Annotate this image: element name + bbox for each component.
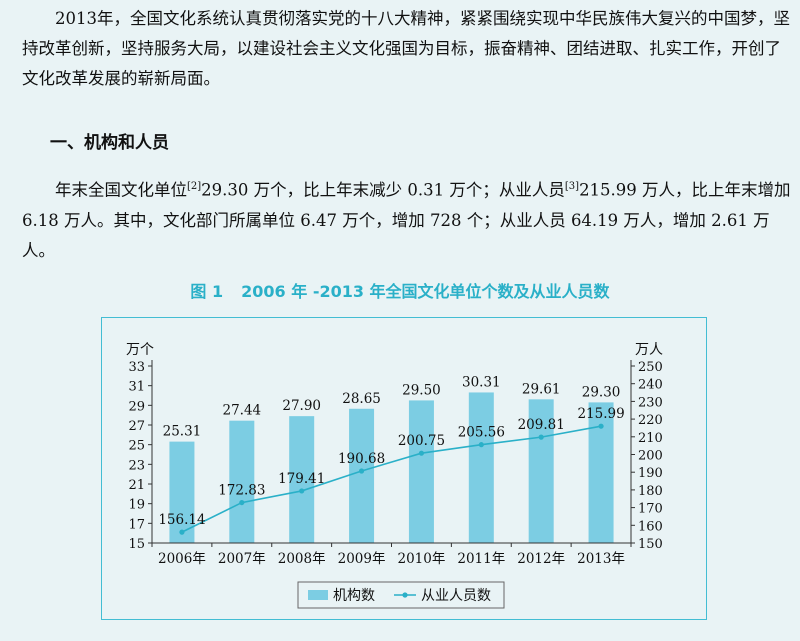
right-tick-label-7: 220 (638, 413, 663, 428)
line-label-6: 209.81 (518, 417, 565, 433)
bar-label-2: 27.90 (282, 398, 321, 414)
left-tick-label-8: 31 (128, 380, 145, 395)
legend-line-marker (402, 592, 408, 598)
bar-3 (349, 408, 375, 543)
x-tick-label-1: 2007年 (218, 551, 266, 567)
right-tick-label-8: 230 (638, 395, 663, 410)
line-point-5 (478, 442, 484, 448)
line-label-1: 172.83 (218, 483, 265, 499)
left-tick-label-3: 21 (128, 478, 145, 493)
legend-bar-swatch (308, 590, 328, 600)
bar-label-5: 30.31 (462, 374, 501, 390)
section-paragraph: 年末全国文化单位[2]29.30 万个，比上年末减少 0.31 万个；从业人员[… (22, 172, 792, 266)
left-tick-label-2: 19 (128, 498, 145, 513)
chart-axes: 15 17 19 21 23 25 27 29 31 33 150 160 170 180 190 200 21… (126, 342, 663, 567)
bar-2 (289, 416, 315, 543)
data-labels: 25.31 27.44 27.90 28.65 29.50 30.31 29.61 29.30… (158, 374, 624, 528)
right-axis-unit: 万人 (635, 342, 663, 358)
left-tick-label-4: 23 (128, 458, 145, 473)
x-tick-label-4: 2010年 (398, 551, 446, 567)
bar-5 (468, 392, 494, 543)
left-tick-label-0: 15 (128, 537, 145, 552)
left-tick-label-6: 27 (128, 419, 145, 434)
bar-6 (528, 399, 554, 543)
line-label-7: 215.99 (577, 406, 624, 422)
section-heading: 一、机构和人员 (50, 133, 169, 153)
line-path (181, 425, 602, 533)
figure-number: 图 1 (190, 282, 224, 301)
bar-label-4: 29.50 (402, 382, 441, 398)
right-tick-label-0: 150 (638, 537, 663, 552)
line-point-4 (418, 450, 425, 456)
line-point-0 (179, 529, 185, 535)
right-tick-label-3: 180 (638, 484, 663, 499)
line-label-3: 190.68 (338, 451, 385, 467)
figure-title: 图 1 2006 年 -2013 年全国文化单位个数及从业人员数 (0, 278, 800, 302)
bar-series (169, 392, 614, 543)
footnote-ref-3: [3] (564, 181, 580, 192)
left-tick-label-7: 29 (128, 399, 145, 414)
right-tick-label-4: 190 (638, 466, 663, 481)
right-tick-label-2: 170 (638, 502, 663, 517)
bar-label-0: 25.31 (163, 424, 202, 440)
left-tick-label-1: 17 (128, 517, 145, 532)
right-tick-label-1: 160 (638, 519, 663, 534)
line-point-3 (358, 468, 365, 474)
right-tick-label-5: 200 (638, 449, 663, 464)
line-point-2 (299, 488, 305, 494)
right-tick-label-6: 210 (638, 431, 663, 446)
left-tick-label-5: 25 (128, 439, 145, 454)
line-point-6 (538, 434, 544, 440)
bar-label-3: 28.65 (342, 391, 381, 407)
right-tick-label-10: 250 (638, 360, 663, 375)
bar-label-6: 29.61 (522, 381, 561, 397)
left-axis-unit: 万个 (126, 342, 154, 358)
left-tick-label-9: 33 (128, 360, 145, 375)
chart-legend: 机构数 从业人员数 (297, 581, 505, 609)
x-tick-label-2: 2008年 (278, 551, 326, 567)
chart-frame: 15 17 19 21 23 25 27 29 31 33 150 160 170 180 190 200 21… (101, 317, 707, 620)
bar-4 (408, 400, 434, 543)
section-text-c: 215.99 万人，比上年末增加 6.18 万人。其中，文化部门所属单位 6.4… (22, 180, 791, 260)
chart-svg: 15 17 19 21 23 25 27 29 31 33 150 160 170 180 190 200 21… (126, 342, 663, 609)
section-text-b: 29.30 万个，比上年末减少 0.31 万个；从业人员 (201, 180, 565, 200)
right-tick-label-9: 240 (638, 378, 663, 393)
x-tick-label-0: 2006年 (158, 551, 206, 567)
bar-label-1: 27.44 (222, 403, 261, 419)
line-series (179, 423, 604, 535)
legend-label-bar: 机构数 (333, 588, 375, 604)
x-tick-label-5: 2011年 (457, 551, 505, 567)
bar-label-7: 29.30 (582, 384, 621, 400)
line-label-4: 200.75 (398, 433, 445, 449)
x-tick-label-7: 2013年 (577, 551, 625, 567)
x-tick-label-6: 2012年 (517, 551, 565, 567)
intro-paragraph: 2013年，全国文化系统认真贯彻落实党的十八大精神，紧紧围绕实现中华民族伟大复兴… (22, 9, 790, 88)
bar-1 (229, 420, 255, 543)
line-label-5: 205.56 (458, 425, 505, 441)
line-point-1 (239, 499, 245, 506)
x-tick-label-3: 2009年 (338, 551, 386, 567)
line-label-0: 156.14 (158, 512, 205, 528)
section-text-a: 年末全国文化单位 (55, 180, 187, 200)
figure-title-text: 2006 年 -2013 年全国文化单位个数及从业人员数 (241, 282, 610, 301)
footnote-ref-2: [2] (187, 181, 202, 192)
bar-7 (588, 402, 614, 543)
bar-0 (169, 441, 195, 543)
legend-label-line: 从业人员数 (421, 588, 491, 604)
line-label-2: 179.41 (278, 471, 325, 487)
line-point-7 (598, 423, 604, 429)
